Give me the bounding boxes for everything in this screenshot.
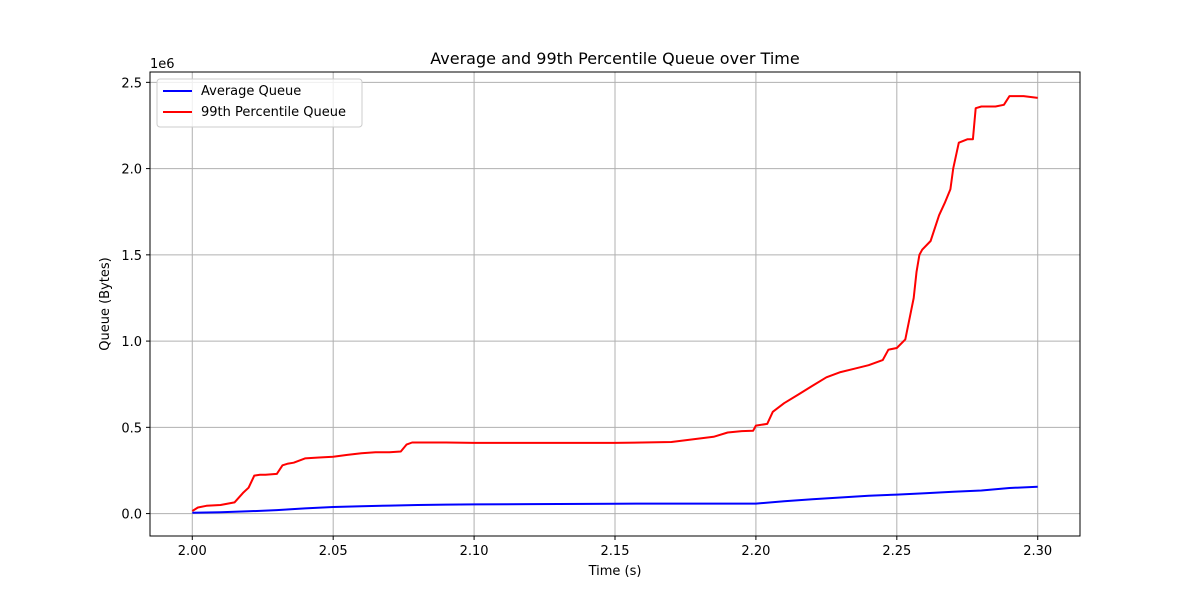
x-tick-label: 2.05	[319, 544, 348, 559]
y-tick-label: 2.0	[121, 163, 142, 178]
y-tick-label: 0.0	[121, 508, 142, 523]
series-layer	[191, 95, 1038, 514]
x-tick-label: 2.10	[460, 544, 489, 559]
legend: Average Queue 99th Percentile Queue	[156, 78, 363, 128]
y-tick-label: 1.0	[121, 335, 142, 350]
x-axis: 2.00 2.05 2.10 2.15 2.20 2.25 2.30	[178, 536, 1052, 559]
x-tick-label: 2.25	[882, 544, 911, 559]
y-axis-label: Queue (Bytes)	[98, 257, 113, 350]
x-tick-label: 2.00	[178, 544, 207, 559]
legend-box	[156, 78, 363, 128]
y-tick-label: 2.5	[121, 76, 142, 91]
grid	[150, 72, 1080, 536]
x-tick-label: 2.15	[601, 544, 630, 559]
y-tick-label: 1.5	[121, 249, 142, 264]
x-axis-label: Time (s)	[588, 564, 642, 579]
y-axis: 0.0 0.5 1.0 1.5 2.0 2.5	[121, 76, 150, 523]
legend-label-average: Average Queue	[201, 84, 301, 99]
legend-label-p99: 99th Percentile Queue	[201, 105, 346, 120]
chart-title: Average and 99th Percentile Queue over T…	[430, 49, 799, 68]
series-line-average-queue	[192, 485, 1038, 514]
x-tick-label: 2.30	[1023, 544, 1052, 559]
series-line-99th-percentile-queue	[191, 95, 1038, 512]
y-offset-label: 1e6	[150, 57, 175, 72]
y-tick-label: 0.5	[121, 421, 142, 436]
x-tick-label: 2.20	[741, 544, 770, 559]
